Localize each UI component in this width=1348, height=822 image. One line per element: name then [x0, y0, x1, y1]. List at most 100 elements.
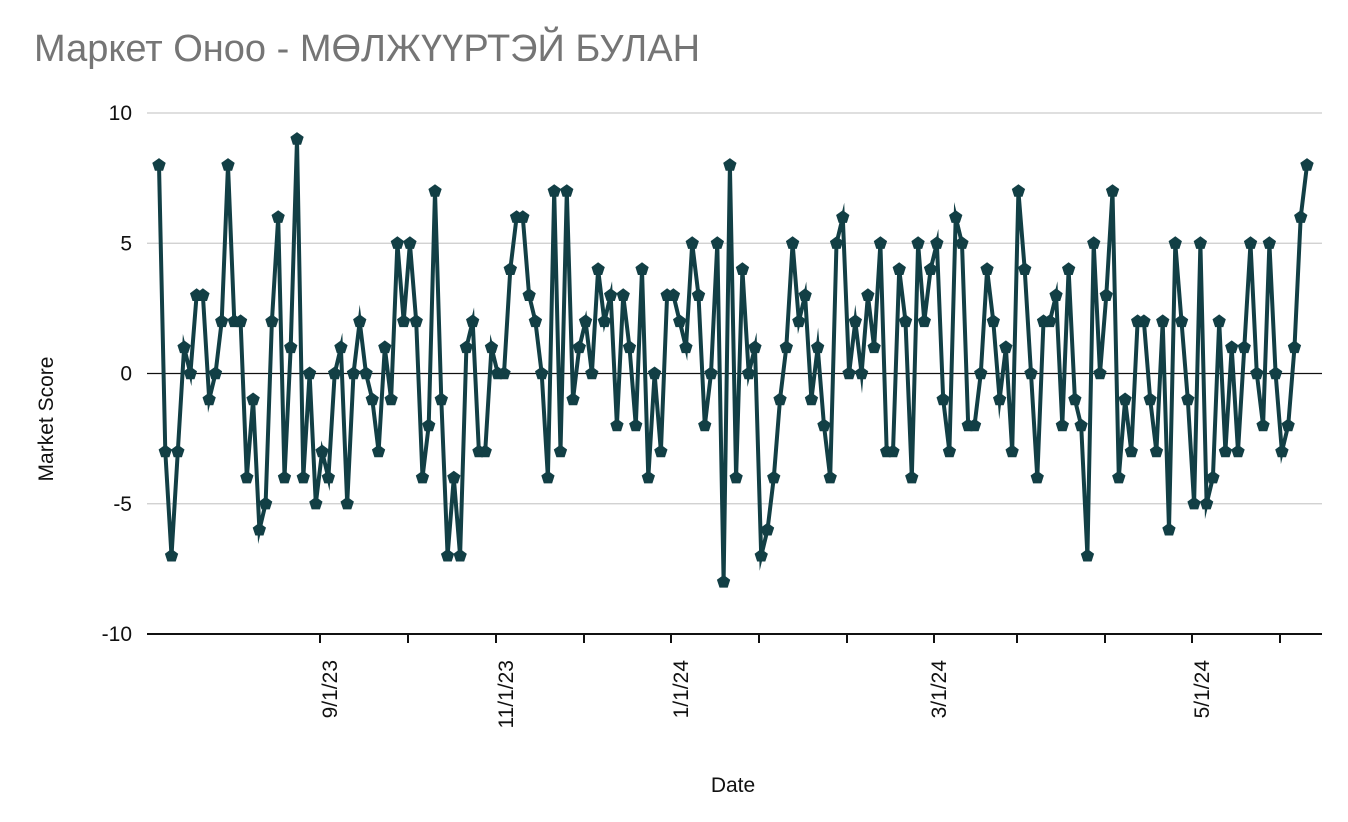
data-point [1187, 496, 1201, 510]
data-point [967, 418, 982, 432]
data-point [704, 366, 718, 380]
data-point [447, 470, 461, 484]
data-point [277, 470, 292, 484]
data-point [459, 340, 473, 354]
data-point [823, 470, 837, 484]
data-point [340, 496, 354, 510]
data-point [817, 418, 831, 432]
data-point [290, 132, 304, 145]
data-point [811, 340, 825, 354]
data-point [1093, 366, 1107, 380]
data-point [842, 366, 856, 380]
data-point [1043, 314, 1057, 328]
data-point [503, 262, 517, 275]
data-point [911, 236, 925, 249]
data-point [177, 340, 191, 354]
data-point [716, 574, 731, 588]
data-point [591, 262, 605, 275]
y-tick-label: 5 [120, 232, 132, 255]
data-point [836, 210, 850, 223]
data-point [434, 392, 448, 406]
data-point [164, 548, 179, 562]
data-point [422, 418, 436, 432]
data-point [779, 340, 793, 354]
data-point [773, 392, 787, 406]
data-point [923, 262, 938, 275]
data-point [528, 314, 543, 328]
data-point [1149, 444, 1164, 458]
data-point [384, 392, 398, 406]
data-point [240, 470, 254, 484]
data-point [259, 496, 273, 510]
y-tick-label: -10 [102, 623, 132, 646]
data-point [478, 444, 492, 458]
data-point [1062, 262, 1076, 275]
data-point [949, 210, 963, 223]
data-point [1055, 418, 1069, 432]
data-point [729, 470, 743, 484]
data-point [854, 366, 869, 380]
x-tick-label: 1/1/24 [670, 660, 693, 719]
x-tick-label: 11/1/23 [495, 660, 518, 729]
data-point [296, 470, 310, 484]
data-point [271, 210, 285, 223]
data-point [610, 418, 624, 432]
data-point [466, 314, 480, 328]
data-point [572, 340, 586, 354]
data-point [246, 392, 260, 406]
data-point [252, 522, 266, 536]
y-tick-labels: 10 5 0 -5 -10 [102, 102, 132, 646]
data-point [635, 262, 649, 275]
data-point [428, 184, 442, 197]
data-point [390, 236, 404, 249]
data-point [1300, 158, 1314, 171]
data-point [685, 236, 699, 249]
data-point [1250, 366, 1264, 380]
data-point [1231, 444, 1245, 458]
y-tick-label: 0 [120, 363, 132, 386]
data-point [1087, 236, 1101, 249]
data-point [936, 392, 950, 406]
data-point [1237, 340, 1251, 354]
data-point [1074, 418, 1088, 432]
data-point [666, 288, 681, 301]
data-point [1068, 392, 1082, 406]
data-point [767, 470, 781, 484]
data-point [1269, 366, 1283, 380]
data-point [679, 340, 693, 354]
data-point [867, 340, 881, 354]
data-point [616, 288, 630, 301]
data-point [1118, 392, 1132, 406]
data-point [1049, 288, 1063, 301]
data-point [1168, 236, 1182, 249]
data-point [516, 210, 530, 223]
data-point [754, 548, 768, 562]
data-point [158, 444, 172, 458]
data-point [691, 288, 706, 301]
data-point [735, 262, 750, 275]
data-point [585, 366, 599, 380]
data-point [723, 158, 737, 171]
data-point [1124, 444, 1138, 458]
data-point [1200, 496, 1214, 510]
data-point [1112, 470, 1126, 484]
data-point [1143, 392, 1157, 406]
data-point [221, 158, 235, 171]
data-point [403, 236, 417, 249]
data-point [553, 444, 568, 458]
data-point [328, 366, 342, 380]
data-point [597, 314, 612, 328]
data-point [353, 314, 367, 328]
series-line [157, 139, 1309, 582]
data-point [930, 236, 944, 249]
data-point [673, 314, 687, 328]
data-point [302, 366, 317, 380]
data-point [942, 444, 957, 458]
data-point [742, 366, 756, 380]
data-point [892, 262, 906, 275]
data-point [1011, 184, 1026, 197]
data-point [560, 184, 574, 197]
data-point [196, 288, 210, 301]
data-point [233, 314, 248, 328]
data-point [171, 444, 185, 458]
